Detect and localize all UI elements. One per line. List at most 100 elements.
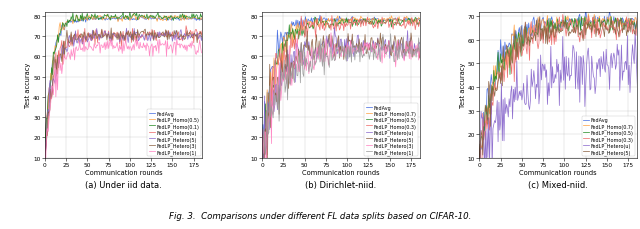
FedLP_Homo(0.5): [308, 26, 316, 28]
FedLP_Hetero(3): [108, 27, 115, 30]
FedLP_Hetero(3): [258, 172, 266, 174]
FedLP_Hetero(5): [276, 90, 284, 92]
FedLP_Homo(0.3): [522, 48, 530, 50]
FedLP_Homo(0.7): [332, 19, 339, 22]
FedLP_Hetero(3): [123, 32, 131, 35]
Line: FedLP_Homo(0.3): FedLP_Homo(0.3): [262, 16, 423, 175]
FedAvg: [58, 25, 66, 27]
FedAvg: [87, 17, 95, 20]
FedLP_Homo(0.3): [328, 15, 336, 18]
FedLP_Homo(0.5): [123, 18, 131, 21]
FedLP_Hetero(u): [493, 113, 500, 116]
FedLP_Homo(0.3): [550, 31, 557, 34]
FedLP_Hetero(u): [182, 25, 190, 28]
Y-axis label: Test accuracy: Test accuracy: [25, 63, 31, 108]
FedLP_Hetero(1): [339, 50, 347, 53]
FedAvg: [419, 21, 427, 24]
FedLP_Hetero(3): [41, 157, 49, 160]
FedLP_Hetero(5): [513, 42, 521, 44]
FedLP_Hetero(u): [548, 66, 556, 69]
FedLP_Hetero(5): [90, 37, 97, 40]
FedLP_Hetero(1): [59, 64, 67, 67]
FedAvg: [493, 72, 500, 75]
X-axis label: Communication rounds: Communication rounds: [302, 169, 380, 175]
FedLP_Homo(0.7): [513, 38, 521, 41]
FedAvg: [316, 15, 324, 18]
Line: FedLP_Hetero(u): FedLP_Hetero(u): [262, 29, 423, 180]
FedLP_Hetero(1): [275, 120, 283, 123]
FedLP_Hetero(3): [58, 61, 66, 64]
FedAvg: [137, 16, 145, 18]
FedLP_Homo(0.5): [88, 16, 95, 18]
FedAvg: [582, 6, 589, 9]
FedLP_Hetero(3): [115, 39, 123, 42]
Line: FedLP_Hetero(u): FedLP_Hetero(u): [45, 27, 205, 185]
FedLP_Homo(0.1): [202, 14, 209, 17]
FedLP_Homo(0.3): [332, 30, 340, 33]
Line: FedLP_Hetero(3): FedLP_Hetero(3): [45, 29, 205, 158]
FedLP_Homo(0.5): [59, 22, 67, 25]
FedLP_Homo(0.5): [513, 56, 521, 59]
FedLP_Hetero(u): [258, 153, 266, 156]
FedLP_Hetero(u): [308, 57, 316, 60]
FedLP_Homo(0.5): [79, 19, 87, 22]
FedLP_Hetero(3): [327, 32, 335, 35]
Line: FedLP_Homo(0.5): FedLP_Homo(0.5): [479, 17, 640, 160]
FedLP_Hetero(5): [536, 16, 543, 19]
FedLP_Hetero(u): [202, 33, 209, 35]
FedLP_Hetero(1): [79, 51, 87, 54]
FedLP_Homo(0.1): [79, 13, 86, 16]
FedLP_Homo(0.5): [41, 136, 49, 139]
Y-axis label: Test accuracy: Test accuracy: [460, 63, 466, 108]
FedLP_Hetero(5): [550, 27, 557, 30]
FedLP_Hetero(1): [202, 47, 209, 49]
FedLP_Homo(0.5): [296, 25, 304, 28]
FedLP_Hetero(1): [304, 64, 312, 67]
FedLP_Hetero(1): [124, 48, 131, 51]
Text: Fig. 3.  Comparisons under different FL data splits based on CIFAR-10.: Fig. 3. Comparisons under different FL d…: [169, 211, 471, 220]
FedLP_Hetero(3): [90, 30, 97, 33]
FedLP_Hetero(5): [333, 47, 341, 50]
FedAvg: [202, 19, 209, 22]
FedAvg: [476, 167, 483, 169]
FedLP_Hetero(u): [276, 62, 284, 65]
FedLP_Hetero(3): [87, 34, 95, 37]
FedLP_Homo(0.5): [548, 32, 556, 34]
FedLP_Hetero(3): [296, 52, 304, 55]
FedLP_Hetero(5): [308, 39, 316, 41]
FedAvg: [307, 20, 314, 23]
FedAvg: [90, 19, 97, 22]
FedLP_Homo(0.5): [258, 150, 266, 153]
FedLP_Homo(0.5): [90, 15, 98, 18]
Line: FedAvg: FedAvg: [479, 8, 640, 168]
FedLP_Hetero(5): [636, 39, 640, 42]
FedLP_Hetero(5): [303, 31, 311, 33]
Line: FedLP_Homo(0.5): FedLP_Homo(0.5): [262, 18, 423, 159]
FedLP_Homo(0.3): [525, 42, 532, 45]
Text: (a) Under iid data.: (a) Under iid data.: [85, 180, 162, 189]
FedLP_Homo(0.5): [636, 29, 640, 32]
Text: (b) Dirichlet-niid.: (b) Dirichlet-niid.: [305, 180, 376, 189]
FedLP_Homo(0.3): [258, 174, 266, 176]
FedLP_Hetero(u): [522, 104, 529, 106]
Line: FedLP_Homo(0.5): FedLP_Homo(0.5): [45, 15, 205, 138]
FedLP_Hetero(5): [522, 22, 529, 24]
FedLP_Homo(0.5): [305, 26, 313, 29]
FedLP_Homo(0.7): [388, 15, 396, 18]
FedLP_Hetero(u): [79, 44, 86, 46]
FedLP_Homo(0.7): [419, 19, 427, 22]
FedLP_Homo(0.1): [41, 141, 49, 144]
FedLP_Hetero(u): [305, 41, 313, 44]
FedLP_Hetero(5): [263, 188, 271, 191]
FedAvg: [548, 20, 556, 23]
FedLP_Hetero(5): [114, 37, 122, 39]
FedLP_Homo(0.1): [90, 16, 97, 19]
FedLP_Hetero(5): [258, 166, 266, 169]
FedAvg: [522, 37, 529, 40]
FedLP_Homo(0.1): [87, 19, 95, 21]
FedLP_Hetero(u): [476, 208, 483, 210]
Line: FedLP_Homo(0.1): FedLP_Homo(0.1): [45, 13, 205, 142]
FedLP_Homo(0.3): [296, 31, 303, 34]
FedLP_Homo(0.1): [123, 17, 131, 20]
FedLP_Hetero(1): [41, 138, 49, 141]
